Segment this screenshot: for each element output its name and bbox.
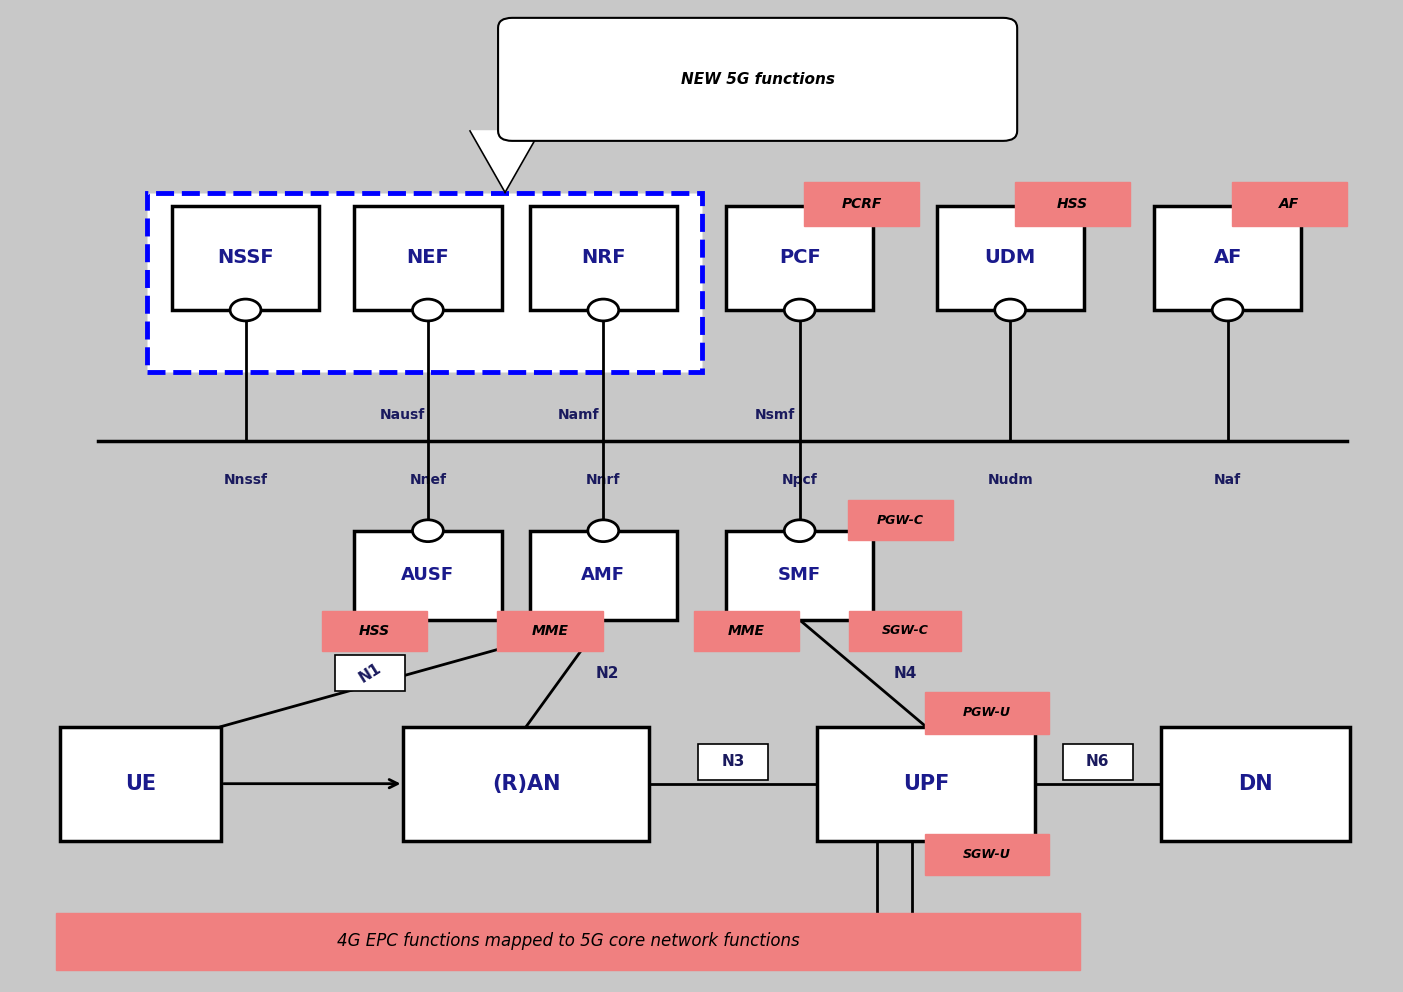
FancyBboxPatch shape bbox=[56, 913, 1080, 970]
Text: UPF: UPF bbox=[902, 774, 950, 794]
Polygon shape bbox=[470, 131, 540, 192]
Circle shape bbox=[588, 520, 619, 542]
Text: HSS: HSS bbox=[1056, 196, 1087, 210]
Text: Nsmf: Nsmf bbox=[755, 408, 794, 422]
FancyBboxPatch shape bbox=[354, 206, 502, 310]
Text: NEW 5G functions: NEW 5G functions bbox=[680, 71, 835, 87]
FancyBboxPatch shape bbox=[173, 206, 318, 310]
Text: NRF: NRF bbox=[581, 248, 626, 268]
Text: Nnef: Nnef bbox=[410, 473, 446, 487]
Text: Npcf: Npcf bbox=[781, 473, 818, 487]
Circle shape bbox=[412, 300, 443, 321]
FancyBboxPatch shape bbox=[1162, 726, 1351, 841]
FancyBboxPatch shape bbox=[404, 726, 648, 841]
Text: Nnssf: Nnssf bbox=[223, 473, 268, 487]
Text: DN: DN bbox=[1239, 774, 1273, 794]
Text: UDM: UDM bbox=[985, 248, 1035, 268]
Text: Nausf: Nausf bbox=[380, 408, 425, 422]
FancyBboxPatch shape bbox=[1153, 206, 1302, 310]
FancyBboxPatch shape bbox=[147, 193, 702, 372]
FancyBboxPatch shape bbox=[1232, 182, 1347, 225]
Circle shape bbox=[1212, 300, 1243, 321]
FancyBboxPatch shape bbox=[323, 611, 428, 651]
Text: Nudm: Nudm bbox=[988, 473, 1033, 487]
Circle shape bbox=[230, 300, 261, 321]
Text: PCRF: PCRF bbox=[842, 196, 881, 210]
FancyBboxPatch shape bbox=[693, 611, 798, 651]
FancyBboxPatch shape bbox=[59, 726, 222, 841]
FancyBboxPatch shape bbox=[817, 726, 1035, 841]
FancyBboxPatch shape bbox=[804, 182, 919, 225]
FancyBboxPatch shape bbox=[335, 656, 405, 691]
Text: NSSF: NSSF bbox=[217, 248, 274, 268]
Text: AF: AF bbox=[1280, 196, 1299, 210]
FancyBboxPatch shape bbox=[530, 531, 678, 620]
Text: N9: N9 bbox=[923, 923, 947, 938]
Text: N4: N4 bbox=[894, 666, 918, 681]
Text: N1: N1 bbox=[356, 661, 384, 685]
Text: AUSF: AUSF bbox=[401, 566, 455, 584]
Text: PGW-U: PGW-U bbox=[962, 706, 1012, 719]
Text: (R)AN: (R)AN bbox=[492, 774, 560, 794]
FancyBboxPatch shape bbox=[847, 500, 953, 540]
Text: Namf: Namf bbox=[557, 408, 599, 422]
Circle shape bbox=[784, 520, 815, 542]
Text: Naf: Naf bbox=[1214, 473, 1242, 487]
FancyBboxPatch shape bbox=[727, 531, 873, 620]
Text: N3: N3 bbox=[721, 754, 745, 770]
Text: SMF: SMF bbox=[779, 566, 821, 584]
Circle shape bbox=[412, 520, 443, 542]
FancyBboxPatch shape bbox=[727, 206, 873, 310]
Text: HSS: HSS bbox=[359, 624, 390, 638]
FancyBboxPatch shape bbox=[1014, 182, 1129, 225]
Text: NEF: NEF bbox=[407, 248, 449, 268]
FancyBboxPatch shape bbox=[925, 833, 1048, 875]
Text: MME: MME bbox=[728, 624, 765, 638]
Text: SGW-C: SGW-C bbox=[881, 624, 929, 637]
FancyBboxPatch shape bbox=[937, 206, 1083, 310]
Text: MME: MME bbox=[532, 624, 568, 638]
Circle shape bbox=[995, 300, 1026, 321]
Text: N2: N2 bbox=[595, 666, 619, 681]
FancyBboxPatch shape bbox=[699, 744, 769, 780]
Text: Nnrf: Nnrf bbox=[586, 473, 620, 487]
Text: 4G EPC functions mapped to 5G core network functions: 4G EPC functions mapped to 5G core netwo… bbox=[337, 932, 800, 950]
FancyBboxPatch shape bbox=[530, 206, 678, 310]
FancyBboxPatch shape bbox=[925, 692, 1048, 734]
Text: PGW-C: PGW-C bbox=[877, 514, 925, 527]
Circle shape bbox=[784, 300, 815, 321]
FancyBboxPatch shape bbox=[1063, 744, 1134, 780]
Text: PCF: PCF bbox=[779, 248, 821, 268]
Text: AF: AF bbox=[1214, 248, 1242, 268]
Text: N6: N6 bbox=[1086, 754, 1110, 770]
Text: AMF: AMF bbox=[581, 566, 626, 584]
FancyBboxPatch shape bbox=[849, 611, 961, 651]
FancyBboxPatch shape bbox=[498, 18, 1017, 141]
Circle shape bbox=[588, 300, 619, 321]
Text: UE: UE bbox=[125, 774, 156, 794]
FancyBboxPatch shape bbox=[354, 531, 502, 620]
Text: SGW-U: SGW-U bbox=[962, 848, 1010, 861]
FancyBboxPatch shape bbox=[498, 611, 603, 651]
